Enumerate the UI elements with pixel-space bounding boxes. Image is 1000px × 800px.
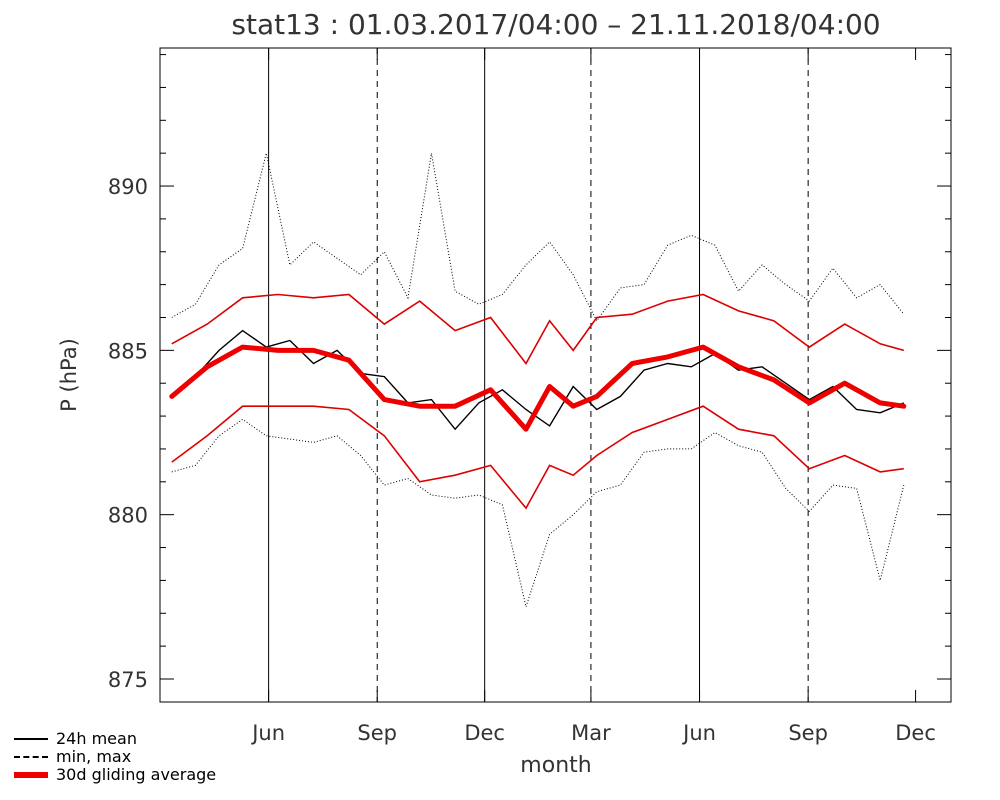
series-min-line — [171, 418, 905, 609]
x-tick-label: Sep — [357, 721, 397, 745]
series-30d-min-envelope — [171, 405, 904, 510]
y-axis-label: P (hPa) — [57, 338, 81, 412]
x-tick-label: Jun — [681, 721, 716, 745]
x-tick-label: Sep — [788, 721, 828, 745]
chart-title: stat13 : 01.03.2017/04:00 – 21.11.2018/0… — [231, 8, 880, 41]
legend-swatch-red — [14, 772, 48, 778]
month-separator-lines — [159, 48, 809, 702]
y-tick-label: 890 — [108, 175, 148, 199]
x-axis: Jun Sep Dec Mar Jun Sep Dec — [250, 48, 936, 745]
legend-label: min, max — [56, 747, 132, 766]
y-tick-label: 880 — [108, 504, 148, 528]
legend-label: 24h mean — [56, 729, 137, 748]
legend-item-30d-average: 30d gliding average — [14, 766, 216, 784]
legend: 24h mean min, max 30d gliding average — [14, 730, 216, 784]
series-layer — [169, 153, 907, 609]
x-tick-label: Jun — [250, 721, 285, 745]
plot-area-frame — [159, 47, 952, 703]
x-tick-label: Dec — [895, 721, 936, 745]
x-tick-label: Mar — [571, 721, 611, 745]
legend-label: 30d gliding average — [56, 765, 217, 784]
y-axis: 875 880 885 890 — [108, 54, 951, 692]
y-tick-label: 875 — [108, 668, 148, 692]
series-30d-gliding-average-line — [169, 344, 907, 432]
y-tick-label: 885 — [108, 339, 148, 363]
series-max-line — [171, 153, 905, 322]
series-24h-mean-line — [171, 329, 905, 431]
x-axis-label: month — [520, 753, 591, 778]
legend-item-min-max: min, max — [14, 748, 216, 766]
legend-swatch-solid — [14, 738, 48, 740]
series-30d-max-envelope — [171, 293, 905, 365]
legend-item-24h-mean: 24h mean — [14, 730, 216, 748]
x-tick-label: Dec — [464, 721, 505, 745]
legend-swatch-dashed — [14, 756, 48, 758]
